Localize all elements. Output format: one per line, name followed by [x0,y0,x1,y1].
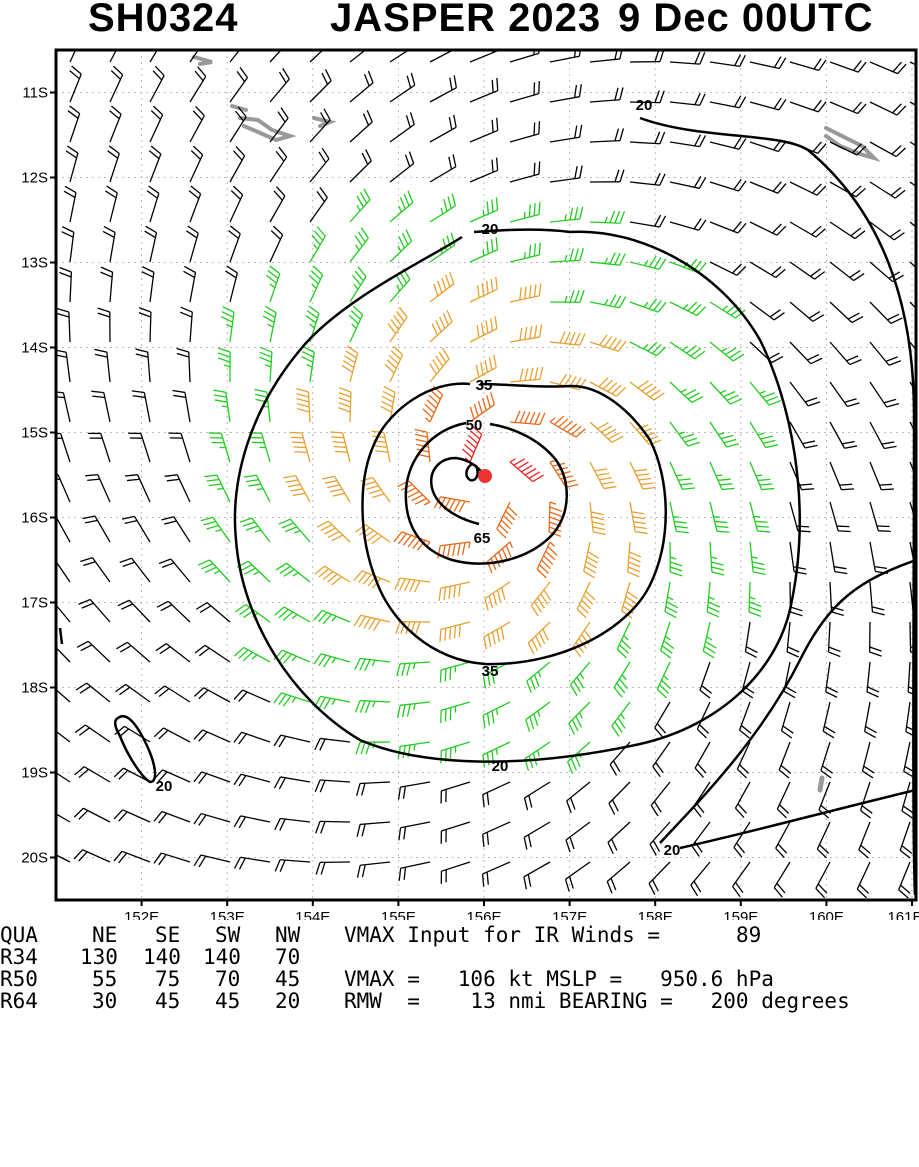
row-label: R64 [0,990,38,1012]
cell-se: 75 [155,968,180,990]
contour-label-20: 20 [664,842,681,859]
contour-label-20: 20 [492,758,509,775]
lon-tick-label: 155E [381,909,416,920]
storm-center-marker [478,469,492,483]
cell-ne: 30 [92,990,117,1012]
lat-tick-label: 20S [21,850,48,867]
lat-tick-label: 11S [22,85,48,102]
table-row: R50 55 75 70 45 VMAX = 106 kt MSLP = 950… [0,968,919,990]
lat-tick-label: 17S [21,595,48,612]
lat-tick-label: 16S [21,510,48,527]
row-label: R34 [0,946,38,968]
lat-tick-label: 13S [21,255,48,272]
cell-sw: 140 [203,946,241,968]
wind-field-map: 20 20 20 20 20 35 35 50 65 11S 12S 13S 14S 1… [0,0,919,920]
lon-tick-label: 154E [295,909,330,920]
cell-se: 45 [155,990,180,1012]
lon-tick-label: 156E [466,909,501,920]
lat-tick-label: 12S [21,170,48,187]
contour-label-20: 20 [156,778,173,795]
lon-tick-label: 161E [887,909,919,920]
header-sw: SW [215,924,240,946]
cell-nw: 20 [275,990,300,1012]
cell-ne: 130 [80,946,118,968]
lon-tick-label: 158E [638,909,673,920]
lat-tick-label: 18S [21,680,48,697]
header-se: SE [155,924,180,946]
cell-nw: 70 [275,946,300,968]
lat-tick-label: 15S [21,425,48,442]
header-qua: QUA [0,924,38,946]
header-nw: NW [275,924,300,946]
contour-label-20: 20 [636,97,653,114]
cell-nw: 45 [275,968,300,990]
lon-tick-label: 152E [124,909,159,920]
wind-radii-table: QUA NE SE SW NW VMAX Input for IR Winds … [0,924,919,1014]
lat-tick-label: 19S [21,765,48,782]
contour-label-35: 35 [476,377,493,394]
contour-label-35: 35 [482,663,499,680]
table-row: R64 30 45 45 20 RMW = 13 nmi BEARING = 2… [0,990,919,1012]
lat-tick-label: 14S [21,340,48,357]
vmax-input-value: 89 [736,924,761,946]
vmax-input-label: VMAX Input for IR Winds = [344,924,660,946]
cell-ne: 55 [92,968,117,990]
cell-se: 140 [143,946,181,968]
island-outline [820,778,822,790]
cell-sw: 45 [215,990,240,1012]
row-label: R50 [0,968,38,990]
lon-tick-label: 159E [723,909,758,920]
cell-sw: 70 [215,968,240,990]
contour-label-20: 20 [482,221,499,238]
contour-label-65: 65 [474,530,491,547]
rmw-bearing-line: RMW = 13 nmi BEARING = 200 degrees [344,990,850,1012]
lon-tick-label: 157E [552,909,587,920]
table-row: R34 130 140 140 70 [0,946,919,968]
lon-tick-label: 160E [809,909,844,920]
contour-label-50: 50 [466,417,483,434]
vmax-mslp-line: VMAX = 106 kt MSLP = 950.6 hPa [344,968,774,990]
lon-tick-label: 153E [210,909,245,920]
table-header-row: QUA NE SE SW NW VMAX Input for IR Winds … [0,924,919,946]
header-ne: NE [92,924,117,946]
